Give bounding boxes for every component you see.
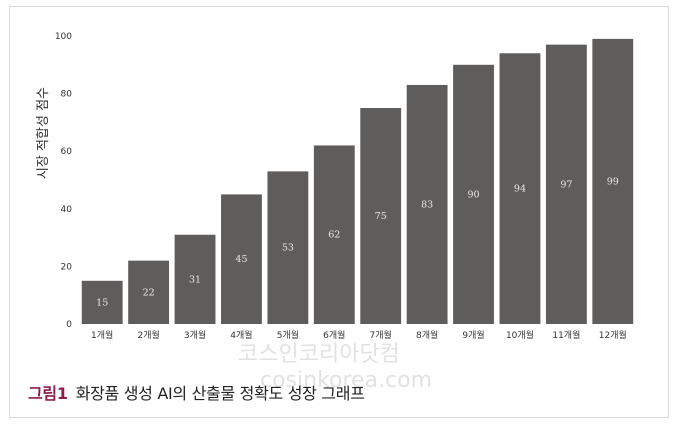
bar (545, 44, 587, 324)
bar (453, 64, 494, 325)
bar-value-label: 62 (328, 230, 340, 241)
y-axis-label: 시장 적합성 점수 (36, 87, 51, 179)
x-tick-label: 1개월 (91, 329, 113, 341)
bar-value-label: 83 (421, 199, 433, 210)
caption-text: 화장품 생성 AI의 산출물 정확도 성장 그래프 (75, 384, 365, 403)
x-tick-label: 9개월 (462, 329, 484, 341)
bar-value-label: 94 (514, 184, 526, 195)
bar (267, 171, 309, 324)
bar (499, 53, 541, 324)
bar-value-label: 90 (467, 189, 479, 200)
y-tick-label: 0 (66, 320, 72, 330)
y-tick-label: 80 (61, 90, 73, 100)
bar (128, 260, 170, 324)
bar (81, 280, 123, 324)
bar-value-label: 15 (96, 297, 108, 308)
bar (360, 108, 402, 324)
figure-caption: 그림1 화장품 생성 AI의 산출물 정확도 성장 그래프 (28, 380, 365, 404)
bar-value-labels: 15 22 31 45 53 62 75 83 90 94 97 99 (96, 176, 619, 308)
x-tick-label: 2개월 (137, 329, 159, 341)
x-tick-label: 7개월 (370, 329, 392, 341)
caption-number: 그림1 (28, 384, 68, 403)
x-tick-label: 5개월 (277, 329, 299, 341)
bar (406, 84, 448, 325)
watermark-line2: cosinkorea.com (260, 368, 433, 393)
watermark-line1: 코스인코리아닷컴 (238, 342, 400, 367)
bar (592, 38, 634, 324)
bar (313, 145, 355, 324)
bar-value-label: 99 (607, 176, 619, 187)
bar-value-label: 97 (560, 179, 572, 190)
y-tick-label: 40 (61, 205, 73, 215)
bar (174, 234, 216, 324)
x-axis-ticks: 1개월 2개월 3개월 4개월 5개월 6개월 7개월 8개월 9개월 10개월 11개월 12개월 (91, 329, 627, 341)
y-axis-ticks: 0 20 40 60 80 100 (55, 32, 72, 330)
y-tick-label: 100 (55, 32, 72, 42)
y-tick-label: 60 (61, 147, 73, 157)
bar-value-label: 53 (282, 243, 294, 254)
bars (81, 38, 634, 325)
x-tick-label: 4개월 (230, 329, 252, 341)
x-tick-label: 6개월 (323, 329, 345, 341)
y-tick-label: 20 (61, 262, 73, 272)
x-tick-label: 12개월 (599, 329, 627, 341)
bar-value-label: 75 (375, 211, 387, 222)
y-axis-title: 시장 적합성 점수 (36, 87, 51, 179)
x-tick-label: 11개월 (552, 329, 580, 341)
bar (221, 194, 262, 324)
x-tick-label: 8개월 (416, 329, 438, 341)
x-tick-label: 3개월 (184, 329, 206, 341)
bar-value-label: 22 (143, 287, 155, 298)
x-tick-label: 10개월 (506, 329, 534, 341)
bar-value-label: 31 (189, 274, 201, 285)
watermark: 코스인코리아닷컴 cosinkorea.com (238, 342, 432, 394)
bar-value-label: 45 (235, 254, 247, 265)
